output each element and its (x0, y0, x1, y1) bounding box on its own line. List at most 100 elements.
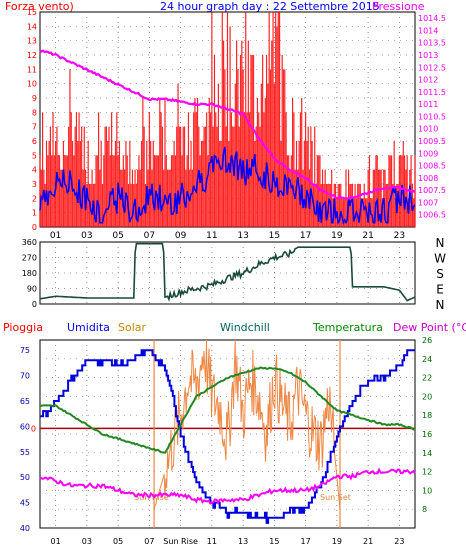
legend-pioggia: Pioggia (3, 321, 43, 334)
y-left-tick-label: 45 (20, 499, 30, 508)
x-tick-label: 03 (82, 537, 92, 546)
x-tick-label: 15 (269, 537, 279, 546)
y-right-tick-label: 1013 (418, 51, 438, 60)
y-left-tick-label: 1 (32, 209, 37, 218)
y-right-tick-label: 1012 (418, 76, 438, 85)
x-tick-label: 07 (144, 537, 154, 546)
x-tick-label: 11 (206, 231, 217, 241)
y-left-tick-label: 14 (27, 22, 37, 31)
compass-label: N (436, 236, 445, 250)
y-right-tick-label: 1006.5 (418, 211, 446, 220)
y-left-tick-label: 5 (32, 151, 37, 160)
y-right-tick-label: 1008.5 (418, 162, 446, 171)
y-left-tick-label: 12 (27, 51, 37, 60)
y-right-tick-label: 1009 (418, 149, 438, 158)
compass-label: W (434, 252, 446, 266)
rain-zero-label: 0 (31, 424, 36, 433)
legend-solar: Solar (118, 321, 147, 334)
x-tick-label: 23 (394, 537, 404, 546)
y-right-tick-label: 18 (422, 411, 432, 420)
y-left-tick-label: 0 (32, 223, 37, 232)
y-left-tick-label: 8 (32, 108, 37, 117)
x-tick-label: 17 (300, 231, 311, 241)
y-right-tick-label: 1010 (418, 125, 438, 134)
y-left-tick-label: 4 (32, 166, 37, 175)
x-tick-label: 01 (50, 231, 61, 241)
y-left-tick-label: 11 (27, 65, 37, 74)
y-left-tick-label: 15 (27, 8, 37, 17)
x-tick-label: 05 (113, 537, 123, 546)
y-right-tick-label: 10 (422, 486, 432, 495)
compass-label: E (436, 283, 444, 297)
y-left-tick-label: 6 (32, 137, 37, 146)
x-tick-label: 19 (332, 537, 342, 546)
y-left-tick-label: 50 (20, 473, 30, 482)
y-right-tick-label: 16 (422, 430, 432, 439)
y-left-tick-label: 60 (20, 422, 30, 431)
x-tick-label: 11 (207, 537, 217, 546)
x-tick-label: 15 (269, 231, 280, 241)
x-tick-label: 03 (81, 231, 92, 241)
y-right-tick-label: 26 (422, 336, 432, 345)
y-left-tick-label: 70 (20, 372, 30, 381)
y-left-tick-label: 2 (32, 194, 37, 203)
x-tick-label: Sun Rise (163, 537, 198, 546)
x-tick-label: 19 (331, 231, 343, 241)
y-left-tick-label: 90 (27, 285, 37, 294)
y-right-tick-label: 1007.5 (418, 186, 446, 195)
y-left-tick-label: 55 (20, 448, 30, 457)
left-axis-title: Forza vento) (5, 0, 74, 13)
y-right-tick-label: 20 (422, 392, 432, 401)
x-tick-label: 23 (394, 231, 405, 241)
series-dewpoint (39, 467, 416, 505)
x-tick-label: 09 (175, 231, 187, 241)
x-tick-label: 07 (144, 231, 155, 241)
y-left-tick-label: 40 (20, 524, 30, 533)
legend-umidita: Umidita (67, 321, 110, 334)
y-right-tick-label: 14 (422, 449, 432, 458)
legend-windchill: Windchill (220, 321, 270, 334)
y-right-tick-label: 24 (422, 355, 432, 364)
y-right-tick-label: 8 (422, 505, 427, 514)
series-vento-medio (39, 146, 416, 226)
x-tick-label: 21 (363, 537, 373, 546)
y-left-tick-label: 13 (27, 37, 37, 46)
compass-label: N (436, 298, 445, 312)
x-tick-label: 17 (301, 537, 311, 546)
x-tick-label: 13 (238, 537, 248, 546)
y-left-tick-label: 10 (27, 80, 37, 89)
series-temperatura (39, 366, 416, 454)
series-solar (153, 339, 341, 510)
series-pressione (39, 49, 416, 200)
y-right-tick-label: 1008 (418, 174, 438, 183)
y-right-tick-label: 1013.5 (418, 39, 446, 48)
y-left-tick-label: 360 (22, 238, 37, 247)
y-left-tick-label: 75 (20, 346, 30, 355)
y-left-tick-label: 65 (20, 397, 30, 406)
y-left-tick-label: 7 (32, 123, 37, 132)
x-tick-label: 01 (51, 537, 61, 546)
y-left-tick-label: 9 (32, 94, 37, 103)
y-left-tick-label: 270 (22, 254, 37, 263)
y-right-tick-label: 1009.5 (418, 137, 446, 146)
y-right-tick-label: 1011.5 (418, 88, 446, 97)
legend-temperatura: Temperatura (312, 321, 383, 334)
y-right-tick-label: 1012.5 (418, 63, 446, 72)
x-tick-label: 21 (362, 231, 373, 241)
x-tick-label: 05 (112, 231, 123, 241)
y-left-tick-label: 3 (32, 180, 37, 189)
y-right-tick-label: 1011 (418, 100, 438, 109)
y-left-tick-label: 0 (32, 300, 37, 309)
sunrise-label: Sun Rise (134, 493, 169, 502)
y-right-tick-label: 1014 (418, 26, 438, 35)
legend-dewpoint: Dew Point (°C) (393, 321, 466, 334)
right-axis-title: Pressione (372, 0, 425, 13)
y-right-tick-label: 1014.5 (418, 14, 446, 23)
y-right-tick-label: 22 (422, 374, 432, 383)
series-direzione (39, 242, 416, 302)
y-left-tick-label: 180 (22, 269, 37, 278)
chart-title: 24 hour graph day : 22 Settembre 2015 (160, 0, 380, 13)
x-tick-label: 13 (237, 231, 248, 241)
